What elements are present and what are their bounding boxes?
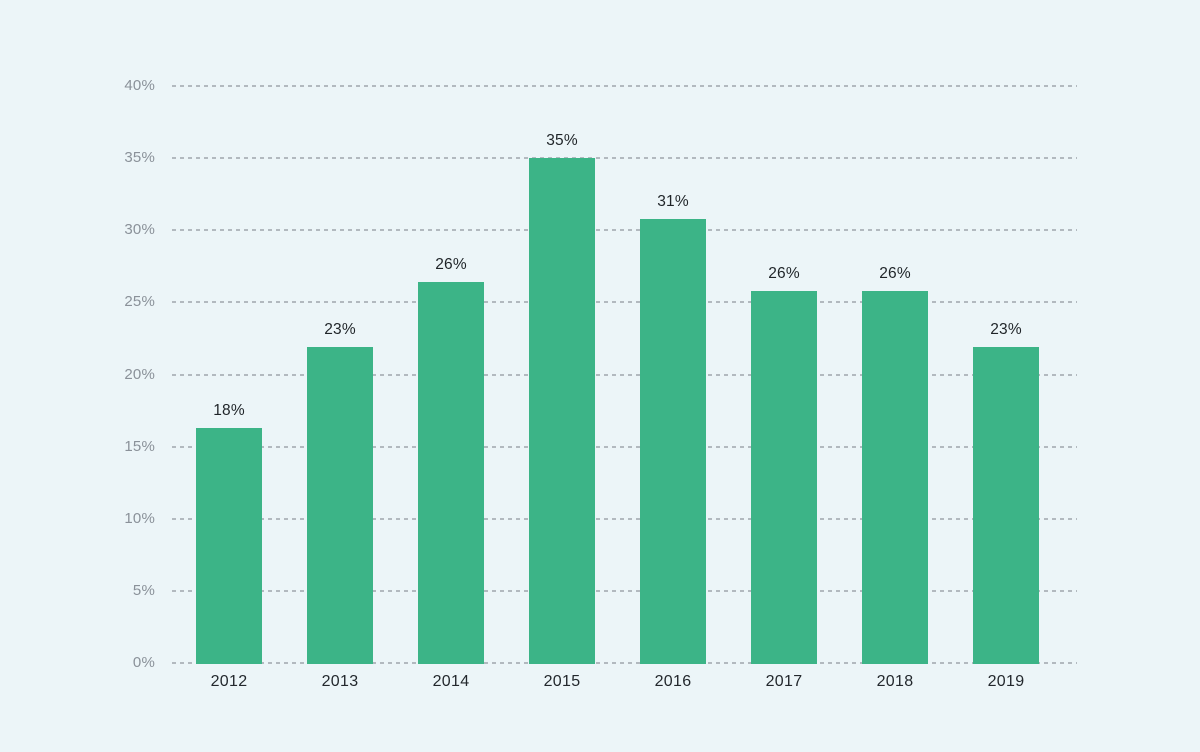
bar-value-label-2018: 26% bbox=[879, 265, 911, 282]
gridline-35% bbox=[172, 157, 1077, 159]
x-axis-tick-label-2014: 2014 bbox=[432, 673, 470, 690]
x-axis-tick-label-2017: 2017 bbox=[765, 673, 803, 690]
x-axis-tick-label-2018: 2018 bbox=[876, 673, 914, 690]
x-axis-tick-label-2013: 2013 bbox=[321, 673, 359, 690]
y-axis-tick-label: 0% bbox=[132, 654, 155, 671]
bar-value-label-2016: 31% bbox=[657, 193, 689, 210]
bar-2019 bbox=[973, 347, 1039, 664]
y-axis-tick-label: 25% bbox=[124, 293, 155, 310]
bar-2014 bbox=[418, 282, 484, 664]
bar-2016 bbox=[640, 219, 706, 664]
x-axis-tick-label-2016: 2016 bbox=[654, 673, 692, 690]
bar-2018 bbox=[862, 291, 928, 664]
bar-value-label-2013: 23% bbox=[324, 321, 356, 338]
y-axis-tick-label: 35% bbox=[124, 149, 155, 166]
y-axis-tick-label: 5% bbox=[132, 582, 155, 599]
gridline-0% bbox=[172, 662, 1077, 664]
bar-2017 bbox=[751, 291, 817, 664]
bar-value-label-2014: 26% bbox=[435, 256, 467, 273]
gridline-15% bbox=[172, 446, 1077, 448]
y-axis-tick-label: 30% bbox=[124, 221, 155, 238]
y-axis-tick-label: 20% bbox=[124, 366, 155, 383]
bar-value-label-2015: 35% bbox=[546, 132, 578, 149]
gridline-20% bbox=[172, 374, 1077, 376]
gridline-10% bbox=[172, 518, 1077, 520]
bar-2015 bbox=[529, 158, 595, 664]
gridline-40% bbox=[172, 85, 1077, 87]
bar-value-label-2017: 26% bbox=[768, 265, 800, 282]
bar-2012 bbox=[196, 428, 262, 664]
gridline-5% bbox=[172, 590, 1077, 592]
gridline-30% bbox=[172, 229, 1077, 231]
bar-2013 bbox=[307, 347, 373, 664]
y-axis-tick-label: 40% bbox=[124, 77, 155, 94]
x-axis-tick-label-2015: 2015 bbox=[543, 673, 581, 690]
y-axis-tick-label: 15% bbox=[124, 438, 155, 455]
x-axis-tick-label-2019: 2019 bbox=[987, 673, 1025, 690]
x-axis-tick-label-2012: 2012 bbox=[210, 673, 248, 690]
y-axis-tick-label: 10% bbox=[124, 510, 155, 527]
bar-value-label-2019: 23% bbox=[990, 321, 1022, 338]
gridline-25% bbox=[172, 301, 1077, 303]
bar-value-label-2012: 18% bbox=[213, 402, 245, 419]
